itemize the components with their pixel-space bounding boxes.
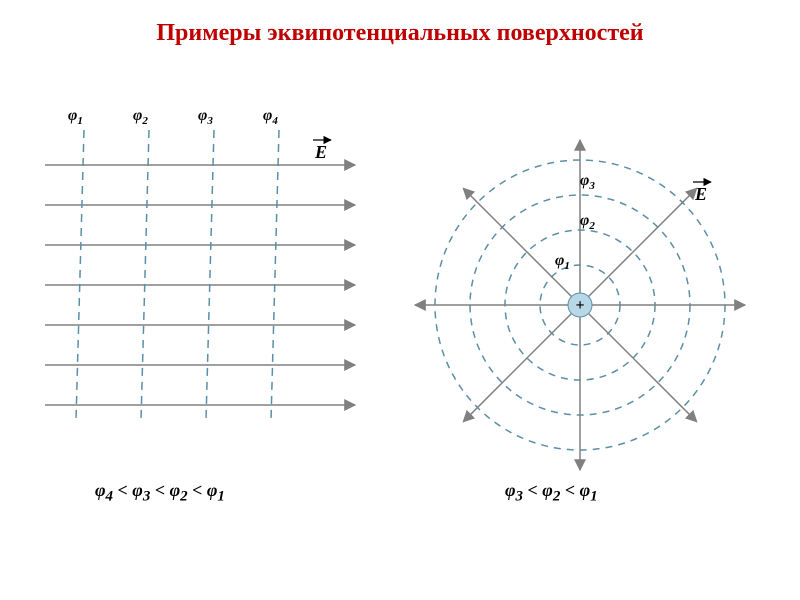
svg-text:φ4: φ4 <box>263 107 278 127</box>
page-title: Примеры эквипотенциальных поверхностей <box>0 20 800 47</box>
svg-text:+: + <box>575 297 584 314</box>
diagram-svg: φ1φ2φ3φ4E+φ1φ2φ3E <box>0 90 800 510</box>
svg-text:φ2: φ2 <box>133 107 148 127</box>
caption-right: φ3 < φ2 < φ1 <box>505 480 598 506</box>
svg-text:φ3: φ3 <box>198 107 213 127</box>
svg-text:E: E <box>314 142 327 162</box>
diagram-container: φ1φ2φ3φ4E+φ1φ2φ3E <box>0 90 800 510</box>
svg-text:φ3: φ3 <box>580 172 595 192</box>
svg-text:E: E <box>694 184 707 204</box>
caption-left: φ4 < φ3 < φ2 < φ1 <box>95 480 225 506</box>
svg-text:φ1: φ1 <box>68 107 83 127</box>
svg-text:φ2: φ2 <box>580 212 595 232</box>
